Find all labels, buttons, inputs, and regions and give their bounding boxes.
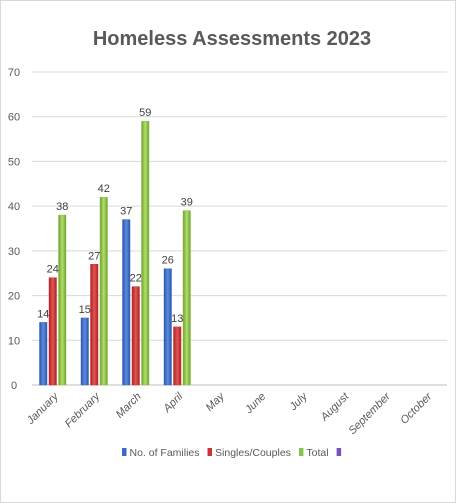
legend-label: Singles/Couples <box>215 447 291 459</box>
data-label: 27 <box>88 250 100 262</box>
data-label: 38 <box>56 201 68 213</box>
data-label: 14 <box>37 308 49 320</box>
bar <box>99 196 108 386</box>
legend-label: Total <box>306 447 328 459</box>
data-label: 39 <box>181 197 193 209</box>
data-label: 15 <box>79 304 91 316</box>
data-label: 42 <box>98 183 110 195</box>
legend: No. of Families Singles/Couples Total <box>122 447 342 459</box>
legend-swatch <box>336 448 342 456</box>
data-label: 13 <box>171 313 183 325</box>
bar <box>141 120 150 386</box>
data-label: 24 <box>47 264 59 276</box>
bar <box>163 268 172 386</box>
data-label: 22 <box>130 273 142 285</box>
bar <box>90 264 99 386</box>
legend-swatch <box>122 448 127 456</box>
bar <box>122 219 131 386</box>
bar <box>48 277 57 386</box>
bars <box>39 120 191 386</box>
data-labels: 14 15 37 26 24 27 22 13 38 42 59 39 <box>37 107 193 325</box>
bar <box>80 317 89 386</box>
bar <box>58 214 67 386</box>
chart-title: Homeless Assessments 2023 <box>93 28 371 50</box>
y-tick-label: 40 <box>8 201 20 213</box>
bar <box>173 326 182 386</box>
data-label: 37 <box>120 206 132 218</box>
legend-label: No. of Families <box>130 447 200 459</box>
y-tick-label: 30 <box>8 246 20 258</box>
y-tick-label: 60 <box>8 112 20 124</box>
legend-swatch <box>298 448 304 456</box>
data-label: 26 <box>162 255 174 267</box>
data-label: 59 <box>139 107 151 119</box>
y-tick-label: 0 <box>11 380 17 392</box>
bar <box>182 210 191 386</box>
y-tick-label: 70 <box>8 67 20 79</box>
bar <box>131 286 140 386</box>
bar <box>39 322 48 386</box>
y-tick-label: 10 <box>8 335 20 347</box>
legend-swatch <box>207 448 213 456</box>
y-tick-label: 50 <box>8 156 20 168</box>
y-tick-label: 20 <box>8 291 20 303</box>
